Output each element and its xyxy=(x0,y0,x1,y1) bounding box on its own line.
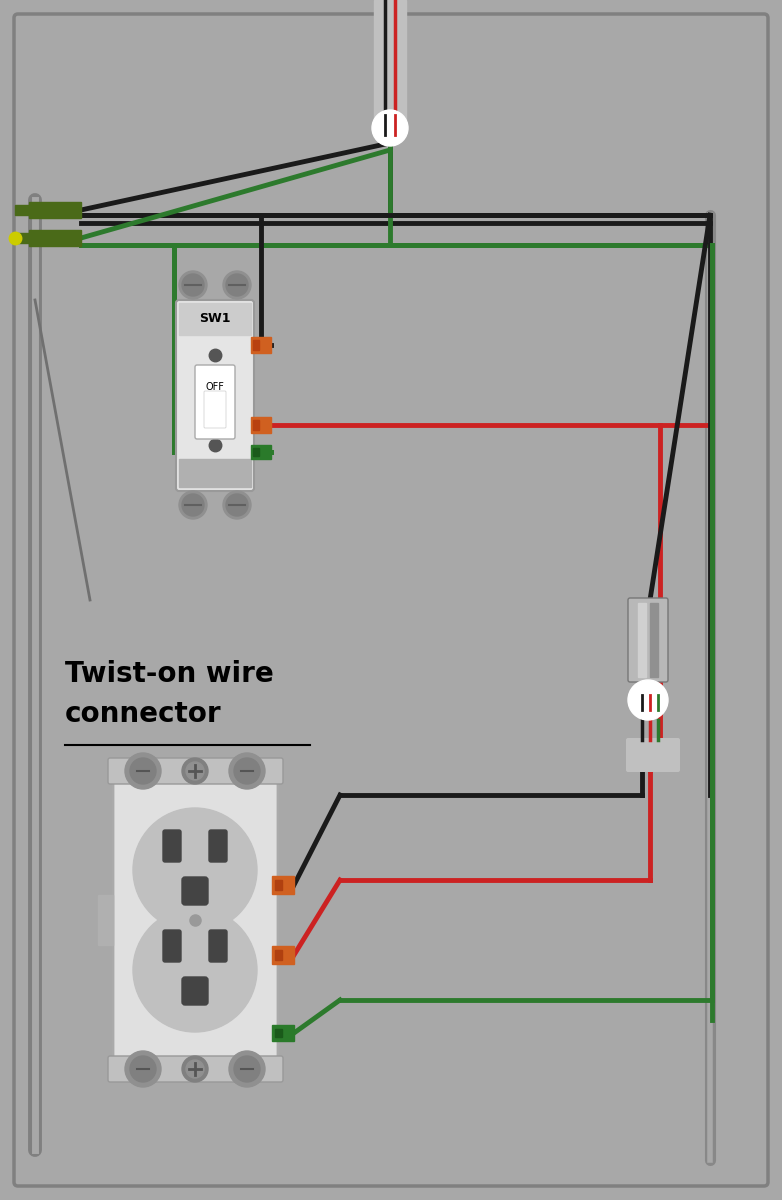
FancyBboxPatch shape xyxy=(176,300,254,491)
FancyBboxPatch shape xyxy=(108,758,283,784)
Circle shape xyxy=(229,1051,265,1087)
Text: SW1: SW1 xyxy=(199,312,231,325)
Ellipse shape xyxy=(223,271,251,299)
Bar xyxy=(253,340,259,350)
FancyBboxPatch shape xyxy=(182,977,208,1006)
Ellipse shape xyxy=(179,271,207,299)
Bar xyxy=(253,448,259,456)
Bar xyxy=(29,202,81,218)
Bar xyxy=(275,880,282,890)
Circle shape xyxy=(628,680,668,720)
Bar xyxy=(650,602,658,677)
Bar xyxy=(275,1028,282,1037)
Circle shape xyxy=(133,908,257,1032)
FancyBboxPatch shape xyxy=(163,930,181,962)
FancyBboxPatch shape xyxy=(209,830,227,862)
Bar xyxy=(275,950,282,960)
FancyBboxPatch shape xyxy=(14,14,768,1186)
FancyBboxPatch shape xyxy=(108,1056,283,1082)
Bar xyxy=(272,1025,294,1040)
Text: Twist-on wire: Twist-on wire xyxy=(65,660,274,688)
Bar xyxy=(98,895,113,946)
Bar xyxy=(251,416,271,433)
FancyBboxPatch shape xyxy=(195,365,235,439)
Ellipse shape xyxy=(182,274,204,296)
Ellipse shape xyxy=(226,274,248,296)
FancyBboxPatch shape xyxy=(626,738,680,772)
FancyBboxPatch shape xyxy=(209,930,227,962)
Text: connector: connector xyxy=(65,700,221,728)
FancyBboxPatch shape xyxy=(163,830,181,862)
Circle shape xyxy=(229,754,265,790)
Circle shape xyxy=(372,110,408,146)
Circle shape xyxy=(234,1056,260,1082)
Circle shape xyxy=(186,762,204,780)
Ellipse shape xyxy=(179,491,207,518)
Circle shape xyxy=(182,1056,208,1082)
FancyBboxPatch shape xyxy=(628,598,668,682)
Circle shape xyxy=(133,808,257,932)
Bar xyxy=(251,445,271,458)
FancyBboxPatch shape xyxy=(182,877,208,905)
Ellipse shape xyxy=(223,491,251,518)
Circle shape xyxy=(125,1051,161,1087)
Ellipse shape xyxy=(226,494,248,516)
Bar xyxy=(251,337,271,353)
Text: OFF: OFF xyxy=(206,382,224,392)
Bar xyxy=(205,392,225,427)
Circle shape xyxy=(125,754,161,790)
Ellipse shape xyxy=(182,494,204,516)
Bar xyxy=(15,205,29,215)
Circle shape xyxy=(186,1060,204,1078)
FancyBboxPatch shape xyxy=(204,391,226,428)
Circle shape xyxy=(130,758,156,784)
Bar xyxy=(638,602,646,677)
Circle shape xyxy=(182,758,208,784)
FancyBboxPatch shape xyxy=(113,760,278,1080)
Circle shape xyxy=(234,758,260,784)
Circle shape xyxy=(130,1056,156,1082)
Bar xyxy=(272,876,294,894)
Bar xyxy=(179,458,251,487)
Bar xyxy=(374,0,406,130)
Bar xyxy=(179,302,251,335)
Bar xyxy=(15,233,29,242)
Bar xyxy=(272,946,294,964)
Bar xyxy=(29,230,81,246)
Bar xyxy=(253,420,259,430)
